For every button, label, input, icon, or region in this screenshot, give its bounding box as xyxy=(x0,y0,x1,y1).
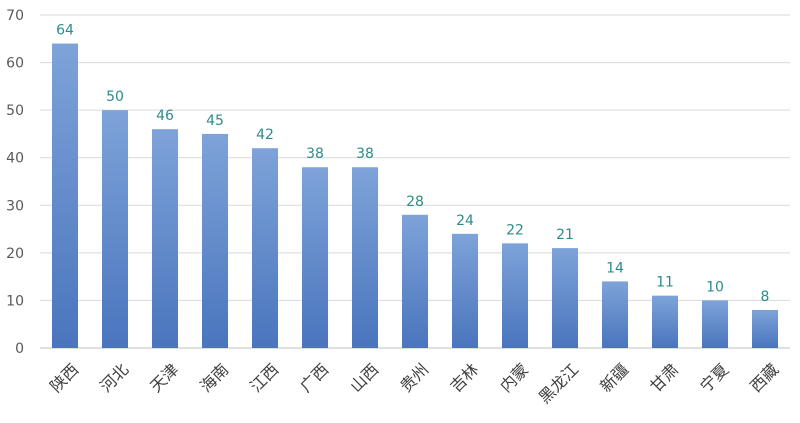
y-tick-label: 50 xyxy=(6,103,24,119)
bar-3 xyxy=(152,129,178,348)
data-label: 38 xyxy=(356,146,374,162)
data-label: 21 xyxy=(556,227,574,243)
data-label: 46 xyxy=(156,108,174,124)
bar-10 xyxy=(502,243,528,348)
x-category-label: 陕西 xyxy=(46,360,82,396)
x-axis-category-labels: 陕西 河北 天津 海南 江西 广西 山西 贵州 吉林 内蒙 黑龙江 新疆 甘肃 宁夏 西藏 xyxy=(46,360,782,407)
bar-12 xyxy=(602,281,628,348)
y-tick-label: 70 xyxy=(6,8,24,24)
x-category-label: 甘肃 xyxy=(646,360,682,396)
x-category-label: 内蒙 xyxy=(496,360,532,396)
bar-7 xyxy=(352,167,378,348)
x-category-label: 西藏 xyxy=(746,360,782,396)
data-label: 22 xyxy=(506,222,524,238)
y-tick-label: 20 xyxy=(6,246,24,262)
bar-11 xyxy=(552,248,578,348)
x-category-label: 海南 xyxy=(196,360,232,396)
bar-6 xyxy=(302,167,328,348)
data-label: 8 xyxy=(761,289,770,305)
x-category-label: 江西 xyxy=(246,360,282,396)
x-category-label: 黑龙江 xyxy=(535,360,582,407)
y-axis-tick-labels: 0 10 20 30 40 50 60 70 xyxy=(6,8,24,357)
x-category-label: 宁夏 xyxy=(696,360,732,396)
y-tick-label: 10 xyxy=(6,293,24,309)
x-category-label: 山西 xyxy=(346,360,382,396)
bar-14 xyxy=(702,300,728,348)
data-label: 11 xyxy=(656,275,674,291)
bar-8 xyxy=(402,214,428,348)
bar-15 xyxy=(752,309,778,348)
y-tick-label: 60 xyxy=(6,56,24,72)
bar-13 xyxy=(652,295,678,348)
x-category-label: 河北 xyxy=(96,360,132,396)
x-category-label: 广西 xyxy=(296,360,332,396)
y-tick-label: 40 xyxy=(6,151,24,167)
data-label: 50 xyxy=(106,89,124,105)
x-category-label: 贵州 xyxy=(396,360,432,396)
bar-2 xyxy=(102,110,128,349)
data-label: 45 xyxy=(206,113,224,129)
y-tick-label: 30 xyxy=(6,198,24,214)
bar-4 xyxy=(202,133,228,348)
x-category-label: 吉林 xyxy=(446,360,482,396)
y-tick-label: 0 xyxy=(15,341,24,357)
data-label: 10 xyxy=(706,279,724,295)
data-label: 28 xyxy=(406,194,424,210)
data-labels: 64 50 46 45 42 38 38 28 24 22 21 14 11 10 8 xyxy=(56,23,769,305)
data-label: 24 xyxy=(456,213,474,229)
data-label: 42 xyxy=(256,127,274,143)
data-label: 64 xyxy=(56,23,74,39)
data-label: 14 xyxy=(606,260,624,276)
x-category-label: 天津 xyxy=(146,360,182,396)
bar-1 xyxy=(52,43,78,349)
bar-9 xyxy=(452,233,478,348)
bar-5 xyxy=(252,148,278,348)
data-label: 38 xyxy=(306,146,324,162)
x-category-label: 新疆 xyxy=(596,360,632,396)
bars xyxy=(52,43,778,349)
